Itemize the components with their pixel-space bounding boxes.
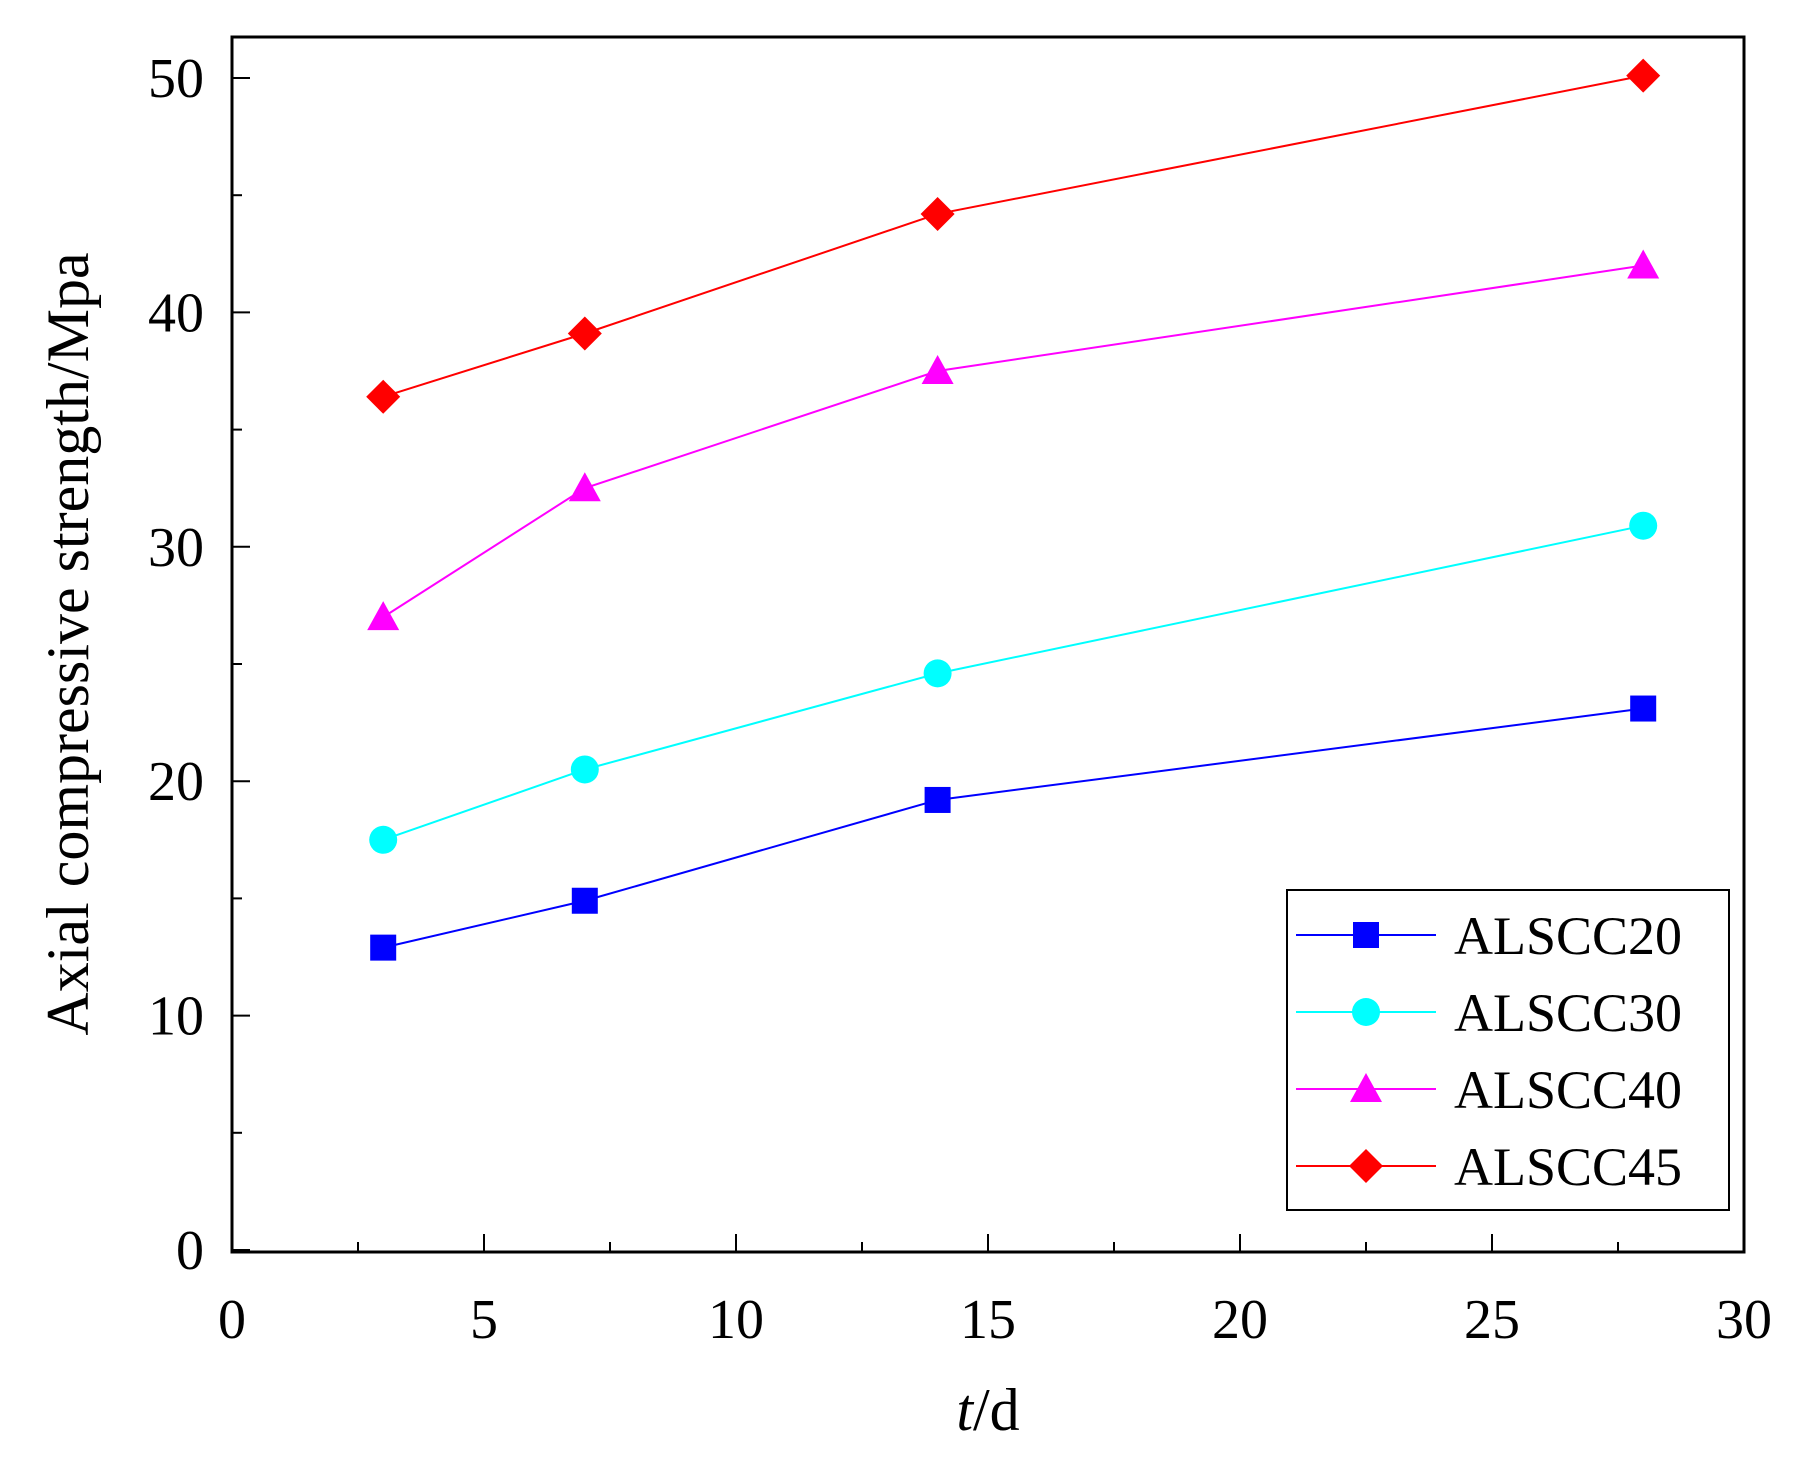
data-point — [1630, 695, 1657, 722]
data-point — [571, 887, 598, 914]
legend-item-alscc20: ALSCC20 — [1296, 906, 1682, 966]
series-line — [382, 74, 1644, 398]
legend: ALSCC20 ALSCC30 ALSCC40 ALSCC45 — [1286, 889, 1730, 1211]
x-tick-label: 10 — [708, 1289, 764, 1351]
y-tick-labels: 0 10 20 30 40 50 — [148, 48, 204, 1282]
y-tick-label: 0 — [176, 1220, 204, 1282]
y-tick-label: 10 — [148, 986, 204, 1048]
data-point — [568, 472, 601, 502]
series-layer — [366, 58, 1661, 961]
data-point — [1627, 249, 1660, 279]
x-axis-title-variable: t — [956, 1377, 974, 1443]
legend-label: ALSCC20 — [1454, 906, 1682, 966]
y-tick-label: 30 — [148, 517, 204, 579]
data-point — [366, 379, 401, 414]
legend-marker — [1352, 998, 1380, 1026]
data-point — [923, 659, 952, 688]
x-tick-label: 20 — [1212, 1289, 1268, 1351]
x-axis-title: t/d — [956, 1377, 1019, 1443]
data-point — [921, 355, 954, 384]
data-point — [370, 934, 397, 961]
series-alscc45 — [366, 58, 1661, 414]
legend-marker — [1349, 1149, 1383, 1183]
y-tick-label: 40 — [148, 282, 204, 344]
series-alscc40 — [367, 249, 1660, 631]
x-tick-labels: 0 5 10 15 20 25 30 — [218, 1289, 1772, 1351]
data-point — [920, 196, 955, 231]
series-line — [382, 264, 1644, 618]
x-tick-label: 15 — [960, 1289, 1016, 1351]
series-line — [382, 707, 1644, 949]
series-alscc30 — [369, 511, 1658, 854]
axis-ticks — [231, 77, 1745, 1252]
data-point — [1626, 58, 1661, 93]
data-point — [369, 825, 398, 854]
series-alscc20 — [370, 695, 1657, 961]
legend-item-alscc40: ALSCC40 — [1296, 1060, 1682, 1120]
legend-marker — [1350, 1073, 1382, 1102]
legend-label: ALSCC40 — [1454, 1060, 1682, 1120]
x-tick-label: 30 — [1716, 1289, 1772, 1351]
series-line — [382, 524, 1644, 841]
data-point — [924, 786, 951, 813]
legend-items: ALSCC20 ALSCC30 ALSCC40 ALSCC45 — [1296, 906, 1682, 1197]
data-point — [570, 755, 599, 784]
data-point — [567, 316, 602, 351]
y-axis-title: Axial compressive strength/Mpa — [35, 252, 101, 1035]
y-tick-label: 50 — [148, 48, 204, 110]
x-tick-label: 0 — [218, 1289, 246, 1351]
data-point — [1629, 511, 1658, 540]
legend-item-alscc45: ALSCC45 — [1296, 1137, 1682, 1197]
x-tick-label: 5 — [470, 1289, 498, 1351]
y-tick-label: 20 — [148, 751, 204, 813]
legend-label: ALSCC30 — [1454, 983, 1682, 1043]
x-axis-title-unit: /d — [973, 1377, 1020, 1443]
x-tick-label: 25 — [1464, 1289, 1520, 1351]
legend-marker — [1353, 922, 1379, 948]
legend-label: ALSCC45 — [1454, 1137, 1682, 1197]
data-point — [367, 601, 400, 631]
legend-item-alscc30: ALSCC30 — [1296, 983, 1682, 1043]
